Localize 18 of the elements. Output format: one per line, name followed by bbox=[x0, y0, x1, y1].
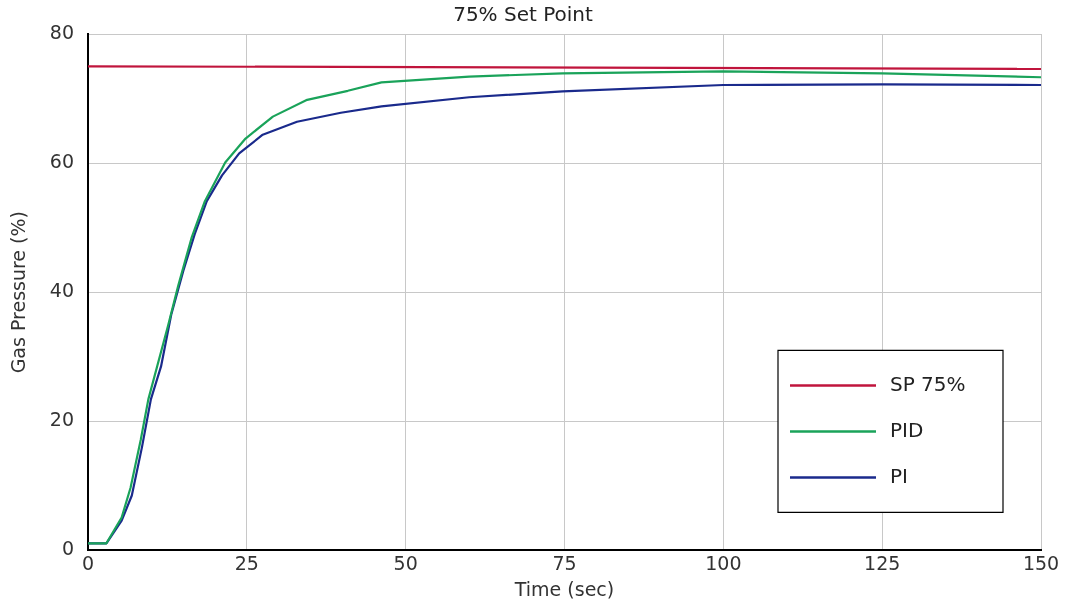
y-tick-label: 80 bbox=[49, 20, 74, 43]
y-tick-label: 20 bbox=[49, 408, 74, 431]
x-tick-label: 50 bbox=[393, 551, 418, 574]
y-axis-title: Gas Pressure (%) bbox=[7, 211, 30, 374]
y-tick-label: 60 bbox=[49, 150, 74, 173]
x-tick-label: 125 bbox=[864, 551, 901, 574]
legend-label: PID bbox=[890, 417, 924, 442]
y-tick-label: 0 bbox=[61, 537, 74, 560]
x-tick-label: 150 bbox=[1022, 551, 1060, 574]
chart-title: 75% Set Point bbox=[453, 2, 593, 27]
x-tick-label: 0 bbox=[81, 551, 95, 574]
x-tick-label: 75 bbox=[552, 551, 577, 574]
x-axis-title: Time (sec) bbox=[513, 577, 615, 600]
y-tick-label: 40 bbox=[49, 279, 74, 302]
x-tick-label: 100 bbox=[705, 551, 742, 574]
x-tick-label: 25 bbox=[234, 551, 259, 574]
legend-label: PI bbox=[890, 463, 908, 488]
legend-label: SP 75% bbox=[890, 371, 966, 396]
